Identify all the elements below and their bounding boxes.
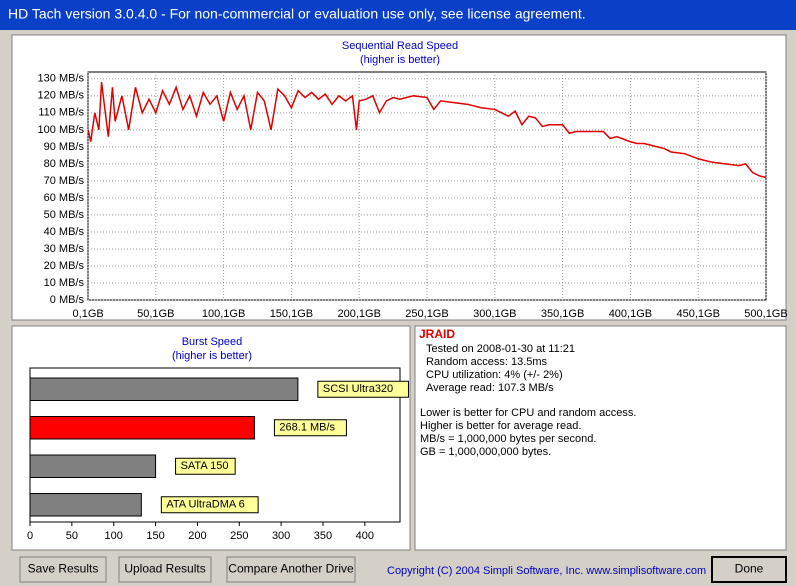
bar-label-box [175,457,236,475]
bar-label: ATA UltraDMA 6 [166,499,244,511]
x-tick-label: 200,1GB [337,308,380,320]
burst-subtitle: (higher is better) [172,350,252,362]
bar-label-box [160,496,259,514]
window-title: HD Tach version 3.0.4.0 - For non-commer… [8,6,586,22]
button[interactable] [19,556,107,583]
info-line: Average read: 107.3 MB/s [426,382,554,394]
y-tick-label: 10 MB/s [44,277,85,289]
y-tick-label: 0 MB/s [50,294,85,306]
burst-bar [29,493,142,517]
x-tick-label: 400,1GB [609,308,652,320]
bar-label-box [317,380,409,398]
info-line: Tested on 2008-01-30 at 11:21 [426,343,575,355]
y-tick-label: 120 MB/s [38,90,85,102]
y-tick-label: 90 MB/s [44,141,85,153]
read-line [87,82,767,179]
info-line: CPU utilization: 4% (+/- 2%) [426,369,563,381]
x-tick-label: 300 [272,530,290,542]
x-tick-label: 250,1GB [405,308,448,320]
read-subtitle: (higher is better) [360,54,440,66]
burst-bar [29,377,299,401]
info-note: MB/s = 1,000,000 bytes per second. [420,433,596,445]
y-tick-label: 130 MB/s [38,73,85,85]
y-tick-label: 60 MB/s [44,192,85,204]
x-tick-label: 250 [230,530,248,542]
x-tick-label: 150,1GB [270,308,313,320]
y-tick-label: 50 MB/s [44,209,85,221]
y-tick-label: 70 MB/s [44,175,85,187]
y-tick-label: 20 MB/s [44,260,85,272]
bar-label-box [273,419,347,437]
button[interactable] [118,556,212,583]
info-note: Higher is better for average read. [420,420,581,432]
info-line: Random access: 13.5ms [426,356,548,368]
x-tick-label: 450,1GB [676,308,719,320]
bar-label: SCSI Ultra320 [323,383,393,395]
burst-bar [29,454,157,478]
y-tick-label: 80 MB/s [44,158,85,170]
x-tick-label: 0 [27,530,33,542]
x-tick-label: 200 [188,530,206,542]
drive-name: JRAID [419,327,455,341]
button-label[interactable]: Upload Results [124,562,205,576]
y-tick-label: 30 MB/s [44,243,85,255]
button-label[interactable]: Save Results [28,562,99,576]
y-tick-label: 110 MB/s [38,107,84,119]
info-note: Lower is better for CPU and random acces… [420,407,636,419]
x-tick-label: 100,1GB [202,308,245,320]
title-bar [0,0,796,30]
info-panel [414,325,787,551]
x-tick-label: 50 [66,530,78,542]
x-tick-label: 50,1GB [137,308,174,320]
x-tick-label: 150 [146,530,164,542]
copyright: Copyright (C) 2004 Simpli Software, Inc.… [387,565,706,577]
burst-bar [29,416,255,440]
y-tick-label: 40 MB/s [44,226,85,238]
info-note: GB = 1,000,000,000 bytes. [420,446,551,458]
x-tick-label: 350 [314,530,332,542]
x-tick-label: 300,1GB [473,308,516,320]
x-tick-label: 0,1GB [73,308,104,320]
x-tick-label: 100 [105,530,123,542]
button[interactable] [711,556,787,583]
read-title: Sequential Read Speed [342,40,458,52]
bar-label: SATA 150 [181,460,229,472]
burst-title: Burst Speed [182,336,243,348]
x-tick-label: 400 [356,530,374,542]
x-tick-label: 500,1GB [744,308,787,320]
button-label[interactable]: Done [735,562,764,576]
bar-label: 268.1 MB/s [279,422,335,434]
button-label[interactable]: Compare Another Drive [228,562,354,576]
y-tick-label: 100 MB/s [38,124,85,136]
x-tick-label: 350,1GB [541,308,584,320]
button[interactable] [226,556,356,583]
